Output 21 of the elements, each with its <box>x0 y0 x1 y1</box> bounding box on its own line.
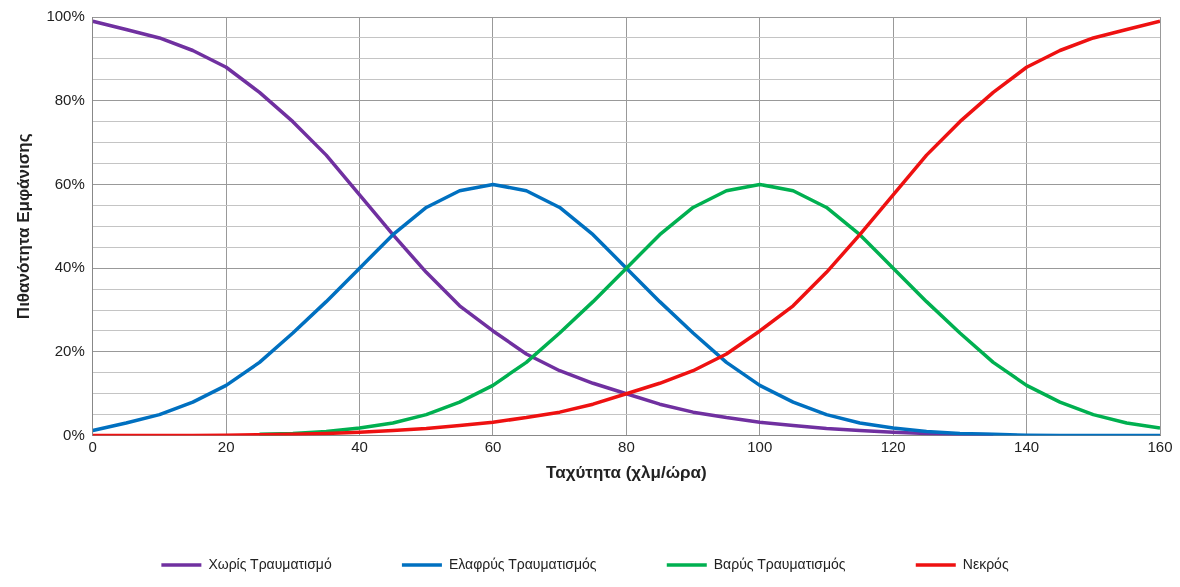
legend-label: Χωρίς Τραυματισμό <box>208 555 332 572</box>
x-tick-label: 100 <box>747 437 773 455</box>
legend-label: Βαρύς Τραυματισμός <box>713 555 846 572</box>
x-tick-label: 20 <box>217 437 235 455</box>
x-tick-label: 60 <box>484 437 502 455</box>
x-tick-label: 40 <box>351 437 368 455</box>
x-axis-title: Ταχύτητα (χλμ/ώρα) <box>546 463 707 483</box>
legend-label: Ελαφρύς Τραυματισμός <box>448 555 597 572</box>
x-tick-label: 140 <box>1014 437 1040 455</box>
x-tick-label: 0 <box>88 437 97 455</box>
x-tick-label: 80 <box>618 437 635 455</box>
legend-label: Νεκρός <box>962 555 1009 572</box>
x-tick-label: 120 <box>880 437 906 455</box>
x-tick-label: 160 <box>1147 437 1173 455</box>
y-tick-label: 0% <box>63 425 85 443</box>
y-tick-label: 60% <box>54 174 85 192</box>
y-tick-label: 80% <box>54 90 85 108</box>
y-tick-label: 100% <box>46 7 85 25</box>
y-axis-title: Πιθανότητα Εμφάνισης <box>13 133 33 320</box>
y-tick-label: 20% <box>54 342 85 360</box>
y-tick-label: 40% <box>54 258 85 276</box>
